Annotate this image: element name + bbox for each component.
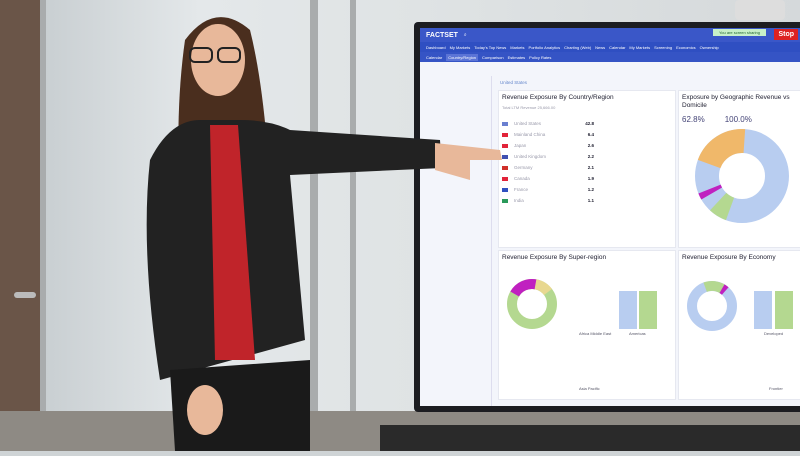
sharing-banner: You are screen sharing (713, 29, 766, 36)
panel-title: Exposure by Geographic Revenue vs Domici… (682, 94, 790, 109)
country-name: United Kingdom (514, 154, 547, 159)
country-value: 1.1 (587, 198, 594, 203)
panel-title: Revenue Exposure By Super-region (502, 254, 607, 261)
entity-label: United States (500, 80, 528, 85)
bar-label: Developed (764, 331, 784, 336)
presenter-figure (146, 17, 502, 451)
country-row[interactable]: Japan 2.6 (502, 140, 672, 151)
bar (775, 291, 793, 329)
country-name: Mainland China (514, 132, 546, 137)
presenter (130, 0, 510, 451)
subnav-item[interactable]: Policy Rates (529, 54, 552, 60)
panel-title: Revenue Exposure By Country/Region (502, 94, 614, 101)
bar-label: Africa Middle East (579, 331, 612, 336)
country-value: 2.1 (587, 165, 594, 170)
bar (754, 291, 772, 329)
bar-label: Frontier (769, 386, 783, 391)
nav-item[interactable]: Ownership (699, 44, 719, 50)
tv-stand (380, 425, 800, 451)
nav-item[interactable]: Economics (676, 44, 696, 50)
panel-title: Revenue Exposure By Economy (682, 254, 776, 261)
nav-item[interactable]: Calendar (609, 44, 626, 50)
country-row[interactable]: France 1.2 (502, 184, 672, 195)
country-name: Canada (514, 176, 530, 181)
country-value: 42.8 (585, 121, 594, 126)
country-name: France (514, 187, 529, 192)
country-exposure-panel: Revenue Exposure By Country/Region Total… (498, 90, 676, 248)
door-frame (40, 0, 46, 451)
country-row[interactable]: Mainland China 6.4 (502, 129, 672, 140)
factset-screen: FACTSET ⌕ You are screen sharing Stop Da… (420, 28, 800, 406)
door (0, 0, 40, 451)
flag-icon (502, 165, 508, 170)
subnav-item[interactable]: Estimates (507, 54, 526, 60)
sidebar (420, 76, 492, 406)
flag-icon (502, 176, 508, 181)
nav-item[interactable]: Charting (Web) (564, 44, 592, 50)
super-region-panel: Revenue Exposure By Super-region Africa … (498, 250, 676, 400)
geo-exposure-panel: Exposure by Geographic Revenue vs Domici… (678, 90, 800, 248)
factset-logo: FACTSET (426, 31, 458, 39)
flag-icon (502, 198, 508, 203)
search-icon[interactable]: ⌕ (463, 32, 467, 38)
country-row[interactable]: United Kingdom 2.2 (502, 151, 672, 162)
bar (639, 291, 657, 329)
bar (619, 291, 637, 329)
country-row[interactable]: Germany 2.1 (502, 162, 672, 173)
main-nav: Dashboard My Markets Today's Top News Marke… (420, 42, 800, 52)
nav-item[interactable]: News (595, 44, 606, 50)
country-row[interactable]: United States 42.8 (502, 118, 672, 129)
flag-icon (502, 154, 508, 159)
flag-icon (502, 121, 508, 126)
economy-panel: Revenue Exposure By Economy Developed Fr… (678, 250, 800, 400)
flag-icon (502, 143, 508, 148)
stop-sharing-button[interactable]: Stop (774, 29, 798, 40)
camera (735, 0, 785, 20)
panel-subtitle: Total LTM Revenue 25,666.00 (502, 105, 556, 110)
top-bar: FACTSET ⌕ You are screen sharing Stop (420, 28, 800, 42)
subnav-item[interactable]: Calendar (426, 54, 443, 60)
super-region-donut (507, 279, 557, 329)
country-value: 2.6 (587, 143, 594, 148)
bar-label: Americas (629, 331, 646, 336)
country-value: 6.4 (587, 132, 594, 137)
donut-chart (695, 129, 789, 223)
nav-item[interactable]: Screening (654, 44, 673, 50)
country-name: United States (514, 121, 542, 126)
country-name: Germany (514, 165, 533, 170)
subnav-item[interactable]: Country/Region (446, 53, 479, 61)
flag-icon (502, 187, 508, 192)
bar-label: Asia Pacific (579, 386, 600, 391)
subnav-item[interactable]: Comparison (482, 54, 504, 60)
country-value: 1.9 (587, 176, 594, 181)
stat-value: 100.0% (724, 115, 752, 124)
flag-icon (502, 132, 508, 137)
nav-item[interactable]: Portfolio Analytics (528, 44, 561, 50)
country-row[interactable]: Canada 1.9 (502, 173, 672, 184)
nav-item[interactable]: My Markets (449, 44, 471, 50)
nav-item[interactable]: Dashboard (426, 44, 446, 50)
country-row[interactable]: India 1.1 (502, 195, 672, 206)
economy-donut (687, 281, 737, 331)
country-name: Japan (514, 143, 527, 148)
display-monitor: FACTSET ⌕ You are screen sharing Stop Da… (414, 22, 800, 412)
nav-item[interactable]: Markets (510, 44, 525, 50)
nav-item[interactable]: My Markets (629, 44, 651, 50)
window-mullion (350, 0, 356, 451)
window-mullion (310, 0, 318, 451)
country-value: 2.2 (587, 154, 594, 159)
nav-item[interactable]: Today's Top News (474, 44, 507, 50)
country-name: India (514, 198, 524, 203)
stat-value: 62.8% (682, 115, 705, 124)
sub-nav: Calendar Country/Region Comparison Estimate… (420, 52, 800, 62)
country-value: 1.2 (587, 187, 594, 192)
door-handle (14, 292, 36, 298)
